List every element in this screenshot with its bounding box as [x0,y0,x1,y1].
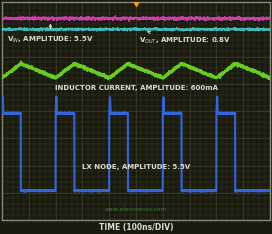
Text: LX NODE, AMPLITUDE: 5.5V: LX NODE, AMPLITUDE: 5.5V [82,164,190,170]
Text: www.electronics.com: www.electronics.com [105,207,167,212]
Text: V$_{IN}$, AMPLITUDE: 5.5V: V$_{IN}$, AMPLITUDE: 5.5V [7,25,94,44]
Text: V$_{OUT}$, AMPLITUDE: 0.8V: V$_{OUT}$, AMPLITUDE: 0.8V [139,31,230,46]
Text: INDUCTOR CURRENT, AMPLITUDE: 600mA: INDUCTOR CURRENT, AMPLITUDE: 600mA [54,85,218,91]
X-axis label: TIME (100ns/DIV): TIME (100ns/DIV) [99,223,173,232]
